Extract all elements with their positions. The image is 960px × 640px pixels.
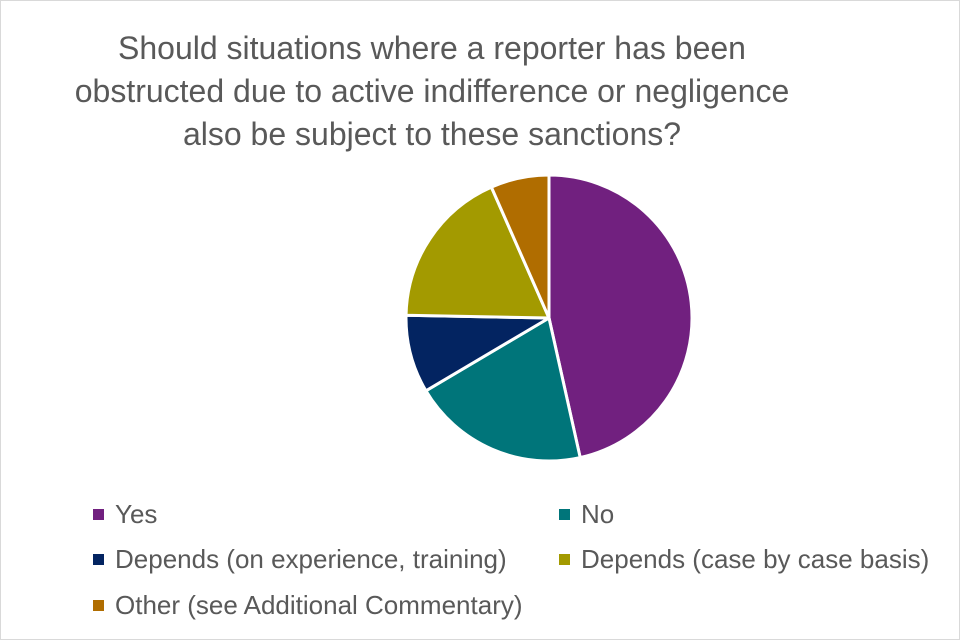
legend-item-depends-experience: Depends (on experience, training) bbox=[93, 541, 507, 577]
chart-title-line-1: Should situations where a reporter has b… bbox=[118, 30, 746, 66]
legend-swatch-no bbox=[559, 508, 570, 520]
legend-item-other: Other (see Additional Commentary) bbox=[93, 587, 523, 623]
legend-item-no: No bbox=[559, 496, 614, 532]
legend-item-yes: Yes bbox=[93, 496, 157, 532]
pie-slice-depends-case-by-case-basis bbox=[404, 185, 551, 320]
pie-slice-other-see-additional-commentary bbox=[489, 173, 551, 320]
pie-slice-yes bbox=[547, 173, 694, 460]
legend-label-yes: Yes bbox=[115, 498, 158, 529]
legend-label-depends-experience: Depends (on experience, training) bbox=[115, 543, 507, 574]
legend-label-other: Other (see Additional Commentary) bbox=[115, 589, 523, 620]
chart-title: Should situations where a reporter has b… bbox=[1, 27, 863, 156]
pie-slice-no bbox=[424, 316, 582, 463]
legend-swatch-depends-case bbox=[559, 553, 570, 565]
chart-title-line-2: obstructed due to active indifference or… bbox=[74, 73, 790, 109]
legend-item-depends-case: Depends (case by case basis) bbox=[559, 541, 929, 577]
legend-label-depends-case: Depends (case by case basis) bbox=[581, 543, 930, 574]
chart-title-line-3: also be subject to these sanctions? bbox=[182, 116, 682, 152]
legend-swatch-yes bbox=[93, 508, 104, 520]
legend-label-no: No bbox=[581, 498, 615, 529]
legend-swatch-other bbox=[93, 599, 104, 611]
legend-swatch-depends-experience bbox=[93, 553, 104, 565]
